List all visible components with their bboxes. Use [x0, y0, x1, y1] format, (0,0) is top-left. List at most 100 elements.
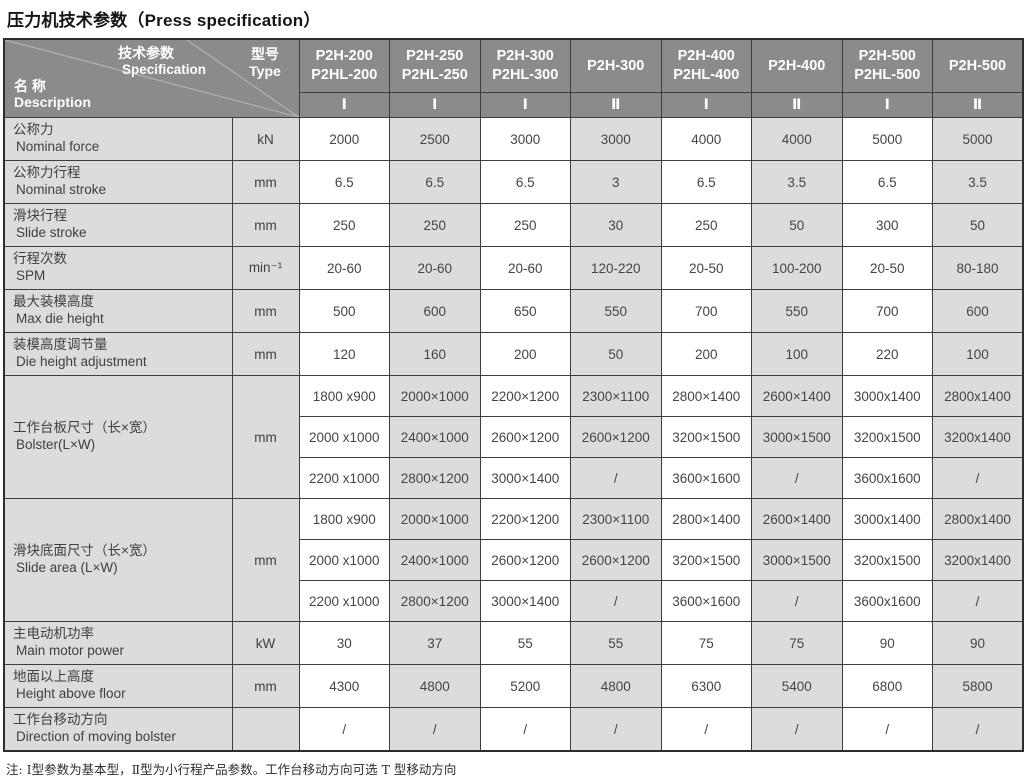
value-cell: /: [932, 707, 1024, 752]
value-cell: 1800 x900: [298, 375, 390, 417]
row-label: 行程次数 SPM: [3, 246, 233, 290]
value-cell: 550: [570, 289, 662, 333]
value-cell: 90: [932, 621, 1024, 665]
value-cell: 20-50: [841, 246, 933, 290]
table-row: 公称力 Nominal force kN 2000 2500 3000 3000 4000 40…: [3, 117, 1024, 161]
row-label: 公称力 Nominal force: [3, 117, 233, 161]
value-cell: 1800 x900: [298, 498, 390, 540]
corner-header-cell: 技术参数 Specification 型号 Type 名 称 Descripti…: [3, 38, 300, 118]
value-cell: 3000: [570, 117, 662, 161]
table-row: 2000 x1000 2400×1000 2600×1200 2600×1200 320…: [4, 416, 1024, 458]
value-cell: 2600×1200: [570, 416, 662, 458]
table-row: 2200 x1000 2800×1200 3000×1400/3600×1600/3…: [4, 580, 1024, 622]
value-cell: 75: [751, 621, 843, 665]
column-header-model: P2H-500: [932, 38, 1024, 93]
row-label: 工作台板尺寸（长×宽） Bolster(L×W): [3, 375, 233, 499]
row-label: 最大装模高度 Max die height: [3, 289, 233, 333]
corner-type-en: Type: [249, 62, 281, 79]
corner-spec-zh: 技术参数: [118, 45, 174, 61]
value-cell: 6.5: [479, 160, 571, 204]
value-cell: 50: [570, 332, 662, 376]
value-cell: /: [298, 707, 390, 752]
value-cell: 4800: [389, 664, 481, 708]
value-cell: 75: [660, 621, 752, 665]
value-cell: 3200×1500: [660, 539, 752, 581]
column-header-model: P2H-300: [570, 38, 662, 93]
value-cell: /: [660, 707, 752, 752]
value-cell: 2600×1200: [479, 539, 571, 581]
value-cell: 3200×1500: [660, 416, 752, 458]
value-cell: 3000x1400: [841, 498, 933, 540]
value-cell: /: [932, 457, 1024, 499]
value-cell: 6.5: [389, 160, 481, 204]
spec-table-header: 技术参数 Specification 型号 Type 名 称 Descripti…: [3, 38, 1024, 118]
page-title: 压力机技术参数（Press specification）: [7, 11, 321, 30]
value-cell: 3600×1600: [660, 580, 752, 622]
value-cell: 6.5: [841, 160, 933, 204]
column-header-type: Ⅱ: [570, 92, 662, 118]
corner-desc-zh: 名 称: [14, 77, 46, 94]
value-cell: 2400×1000: [389, 539, 481, 581]
column-header-type: Ⅰ: [660, 92, 752, 118]
value-cell: 200: [479, 332, 571, 376]
table-row: 最大装模高度 Max die height mm 500 600 650 550 700 550…: [3, 289, 1024, 333]
value-cell: 4000: [751, 117, 843, 161]
row-label: 滑块底面尺寸（长×宽） Slide area (L×W): [3, 498, 233, 622]
value-cell: 3200x1500: [841, 539, 933, 581]
value-cell: /: [570, 707, 662, 752]
value-cell: 200: [660, 332, 752, 376]
table-row: 装模高度调节量 Die height adjustment mm 120 160 200 5…: [3, 332, 1024, 376]
table-row: 行程次数 SPM min⁻¹ 20-60 20-60 20-60 120-220 20-50 1…: [3, 246, 1024, 290]
value-cell: 2200×1200: [479, 498, 571, 540]
table-row: 主电动机功率 Main motor power kW 30 37 55 55 75 75 90 90: [3, 621, 1024, 665]
value-cell: /: [570, 457, 662, 499]
value-cell: 55: [479, 621, 571, 665]
value-cell: 3200x1400: [932, 416, 1024, 458]
value-cell: 250: [479, 203, 571, 247]
column-header-type: Ⅰ: [389, 92, 481, 118]
unit-cell: mm: [231, 160, 300, 204]
value-cell: 220: [841, 332, 933, 376]
value-cell: /: [389, 707, 481, 752]
corner-desc-en: Description: [14, 94, 92, 111]
value-cell: 2000×1000: [389, 375, 481, 417]
value-cell: 5200: [479, 664, 571, 708]
value-cell: 2000 x1000: [298, 539, 390, 581]
value-cell: 5400: [751, 664, 843, 708]
table-row: 2200 x1000 2800×1200 3000×1400/3600×1600/3…: [4, 457, 1024, 499]
unit-cell: kN: [231, 117, 300, 161]
corner-type-zh: 型号: [251, 46, 279, 62]
value-cell: 500: [298, 289, 390, 333]
value-cell: 55: [570, 621, 662, 665]
row-label: 装模高度调节量 Die height adjustment: [3, 332, 233, 376]
value-cell: /: [932, 580, 1024, 622]
value-cell: 3600x1600: [841, 457, 933, 499]
value-cell: 300: [841, 203, 933, 247]
value-cell: 2600×1400: [751, 375, 843, 417]
value-cell: 100-200: [751, 246, 843, 290]
corner-description-label: 名 称 Description: [14, 78, 91, 111]
value-cell: 2800x1400: [932, 498, 1024, 540]
value-cell: 120: [298, 332, 390, 376]
corner-spec-label: 技术参数 Specification: [77, 45, 233, 77]
value-cell: 3000: [479, 117, 571, 161]
value-cell: 650: [479, 289, 571, 333]
footnote: 注: Ⅰ型参数为基本型，Ⅱ型为小行程产品参数。工作台移动方向可选 T 型移动方向: [6, 762, 457, 777]
column-header-model: P2H-300 P2HL-300: [479, 38, 571, 93]
value-cell: 120-220: [570, 246, 662, 290]
corner-type-label: 型号 Type: [235, 46, 295, 79]
spec-table-body: 公称力 Nominal force kN 2000 2500 3000 3000 4000 40…: [3, 117, 1024, 752]
unit-cell: mm: [231, 664, 300, 708]
unit-cell: kW: [231, 621, 300, 665]
column-header-model: P2H-250 P2HL-250: [389, 38, 481, 93]
value-cell: 2000×1000: [389, 498, 481, 540]
table-row: 滑块行程 Slide stroke mm 250 250 250 30 250 50 300 50: [3, 203, 1024, 247]
value-cell: 6.5: [660, 160, 752, 204]
table-row: 滑块底面尺寸（长×宽） Slide area (L×W) mm 1800 x900 20…: [3, 498, 1024, 622]
value-cell: 600: [932, 289, 1024, 333]
value-cell: /: [570, 580, 662, 622]
value-cell: 2800×1200: [389, 580, 481, 622]
value-cell: 3000x1400: [841, 375, 933, 417]
value-cell: 100: [932, 332, 1024, 376]
value-cell: 700: [660, 289, 752, 333]
